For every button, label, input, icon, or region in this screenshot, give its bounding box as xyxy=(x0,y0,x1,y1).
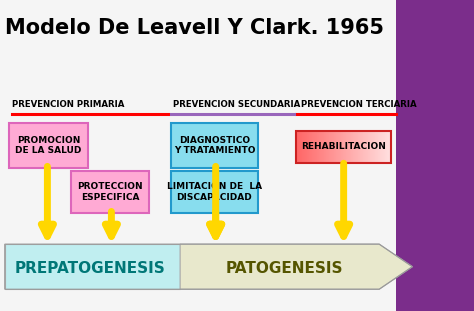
FancyBboxPatch shape xyxy=(171,123,258,168)
Text: PREPATOGENESIS: PREPATOGENESIS xyxy=(15,261,165,276)
Text: PROMOCION
DE LA SALUD: PROMOCION DE LA SALUD xyxy=(15,136,82,155)
Bar xyxy=(396,0,474,311)
Text: PREVENCION TERCIARIA: PREVENCION TERCIARIA xyxy=(301,100,417,109)
Text: PATOGENESIS: PATOGENESIS xyxy=(226,261,343,276)
Text: PROTECCION
ESPECIFICA: PROTECCION ESPECIFICA xyxy=(77,182,143,202)
Text: PREVENCION PRIMARIA: PREVENCION PRIMARIA xyxy=(12,100,124,109)
Text: Modelo De Leavell Y Clark. 1965: Modelo De Leavell Y Clark. 1965 xyxy=(5,18,384,38)
Text: PREVENCION SECUNDARIA: PREVENCION SECUNDARIA xyxy=(173,100,300,109)
FancyBboxPatch shape xyxy=(171,171,258,213)
Text: REHABILITACION: REHABILITACION xyxy=(301,142,386,151)
Polygon shape xyxy=(5,244,180,289)
Polygon shape xyxy=(180,244,412,289)
FancyBboxPatch shape xyxy=(9,123,88,168)
Text: DIAGNOSTICO
Y TRATAMIENTO: DIAGNOSTICO Y TRATAMIENTO xyxy=(174,136,255,155)
FancyBboxPatch shape xyxy=(71,171,149,213)
Text: LIMITACION DE  LA
DISCAPACIDAD: LIMITACION DE LA DISCAPACIDAD xyxy=(167,182,262,202)
